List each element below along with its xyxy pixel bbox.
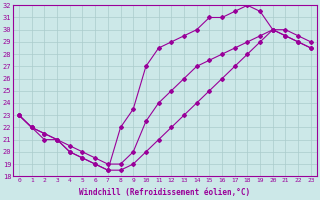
X-axis label: Windchill (Refroidissement éolien,°C): Windchill (Refroidissement éolien,°C) bbox=[79, 188, 251, 197]
